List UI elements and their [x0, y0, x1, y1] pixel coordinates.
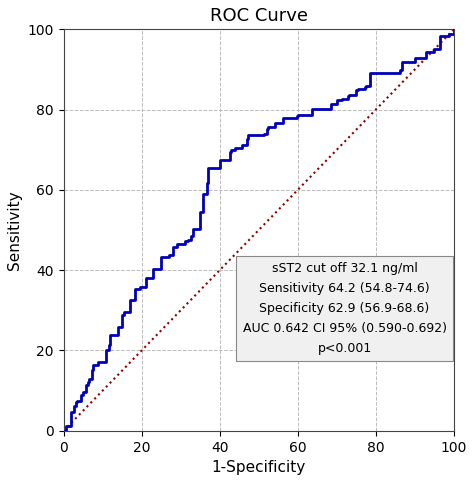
Title: ROC Curve: ROC Curve	[210, 7, 308, 25]
X-axis label: 1-Specificity: 1-Specificity	[211, 460, 306, 475]
Y-axis label: Sensitivity: Sensitivity	[7, 190, 22, 270]
Text: sST2 cut off 32.1 ng/ml
Sensitivity 64.2 (54.8-74.6)
Specificity 62.9 (56.9-68.6: sST2 cut off 32.1 ng/ml Sensitivity 64.2…	[243, 262, 447, 355]
